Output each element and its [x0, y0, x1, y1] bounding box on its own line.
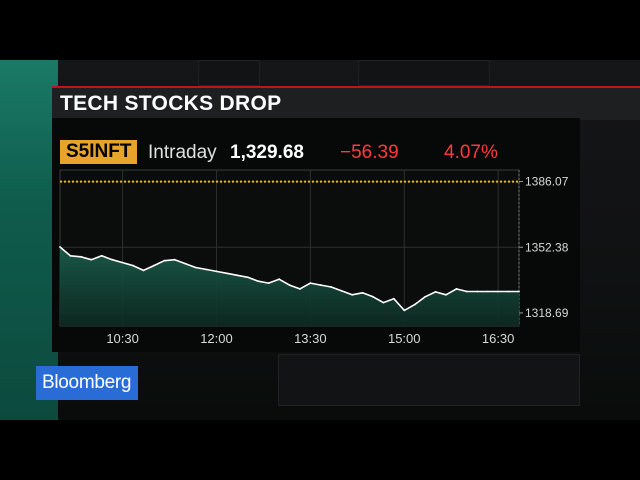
data-point — [288, 284, 291, 286]
studio-panel — [198, 60, 260, 86]
studio-panel — [278, 354, 580, 406]
data-point — [226, 272, 228, 275]
data-point — [392, 297, 395, 300]
data-point — [476, 290, 479, 293]
data-point — [413, 303, 416, 306]
data-point — [121, 261, 124, 264]
ticker-symbol: S5INFT — [60, 140, 138, 164]
data-point — [142, 269, 145, 272]
data-point — [299, 288, 301, 290]
data-point — [69, 254, 72, 257]
price-change: −56.39 — [340, 142, 399, 163]
intraday-chart: 10:30 12:00 13:30 15:00 16:30 1386.07 1352.38 1… — [59, 169, 569, 346]
chart-panel: S5INFT Intraday 1,329.68 −56.39 4.07% 10… — [52, 118, 580, 352]
headline-bar: TECH STOCKS DROP — [52, 86, 640, 120]
headline: TECH STOCKS DROP — [60, 92, 282, 115]
data-point — [351, 293, 353, 296]
data-point — [372, 295, 374, 298]
data-point — [434, 290, 437, 293]
data-point — [257, 280, 260, 283]
data-point — [184, 262, 187, 265]
data-point — [236, 274, 239, 277]
data-point — [309, 282, 312, 284]
data-point — [486, 290, 489, 293]
data-point — [194, 266, 197, 269]
data-point — [319, 284, 322, 286]
data-point — [465, 290, 468, 293]
data-point — [246, 276, 249, 279]
data-point — [79, 255, 82, 258]
y-tick-label: 1318.69 — [525, 306, 569, 320]
data-point — [518, 290, 520, 293]
data-point — [507, 290, 510, 293]
data-point — [403, 309, 406, 312]
x-tick-label: 15:00 — [388, 331, 421, 346]
background-screen-left — [0, 60, 58, 420]
data-point — [90, 258, 93, 261]
data-point — [361, 291, 364, 294]
bloomberg-logo: Bloomberg — [36, 366, 138, 400]
data-point — [205, 268, 207, 271]
ticker-header: S5INFT Intraday 1,329.68 −56.39 4.07% — [52, 140, 580, 166]
x-tick-label: 13:30 — [294, 331, 327, 346]
percent-change: 4.07% — [444, 142, 498, 163]
y-tick-label: 1352.38 — [525, 240, 569, 254]
x-tick-label: 12:00 — [200, 331, 233, 346]
series-area — [60, 247, 519, 326]
data-point — [340, 290, 343, 292]
data-point — [132, 264, 134, 267]
data-point — [278, 278, 280, 281]
data-point — [111, 258, 114, 261]
data-point — [173, 258, 176, 261]
last-price: 1,329.68 — [230, 142, 304, 163]
data-point — [455, 288, 458, 290]
data-point — [424, 295, 427, 298]
data-point — [330, 286, 333, 288]
brand-name: Bloomberg — [42, 372, 132, 393]
period-label: Intraday — [148, 142, 217, 163]
data-point — [267, 282, 270, 284]
data-point — [382, 301, 385, 304]
data-point — [152, 264, 155, 267]
x-tick-label: 10:30 — [106, 331, 139, 346]
data-point — [59, 246, 61, 248]
data-point — [445, 293, 447, 296]
data-point — [215, 270, 218, 273]
data-point — [497, 290, 500, 293]
data-point — [163, 259, 166, 262]
data-point — [100, 254, 103, 257]
x-tick-label: 16:30 — [482, 331, 515, 346]
y-tick-label: 1386.07 — [525, 175, 569, 189]
studio-panel — [358, 60, 490, 86]
